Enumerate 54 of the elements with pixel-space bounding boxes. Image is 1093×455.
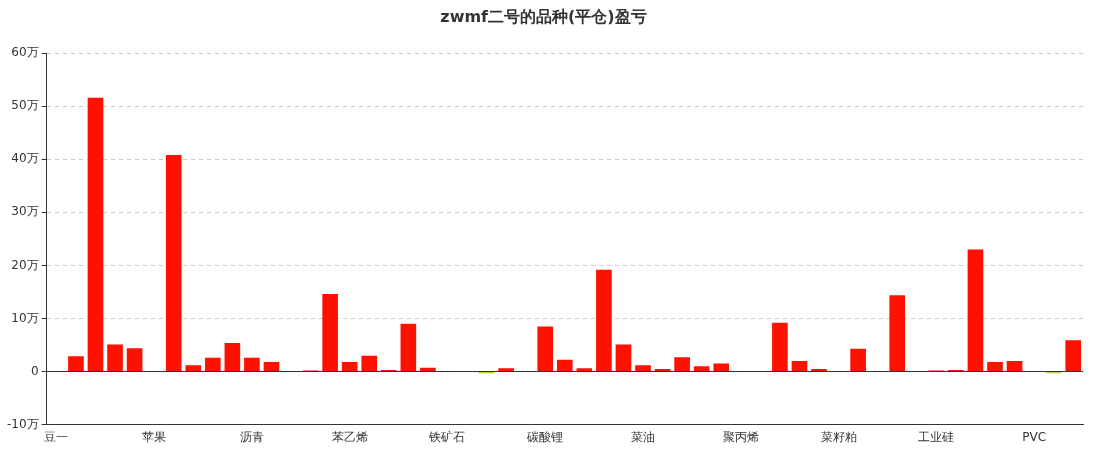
x-tick-label: 工业硅 [918, 429, 955, 444]
bar [674, 357, 690, 372]
bar [126, 348, 143, 372]
bar [791, 360, 808, 372]
x-tick-label: 聚丙烯 [722, 429, 759, 444]
x-tick-label: 苹果 [142, 429, 167, 444]
bar [107, 344, 123, 372]
bar [772, 322, 788, 372]
bar [185, 365, 202, 372]
y-tick-label: 40万 [11, 151, 39, 166]
bar [811, 368, 827, 372]
bar [615, 344, 632, 372]
x-tick-label: 碳酸锂 [526, 429, 564, 444]
y-tick-label: 60万 [11, 45, 39, 60]
bar [537, 326, 554, 372]
x-tick-label: 菜籽粕 [820, 429, 857, 444]
bar [1065, 340, 1082, 372]
bar [224, 342, 241, 372]
bar [361, 355, 378, 372]
y-tick-label: 10万 [11, 310, 39, 325]
bar [263, 361, 280, 372]
bar [693, 366, 710, 372]
bar [420, 367, 436, 372]
bar [967, 249, 984, 372]
bar [322, 294, 338, 372]
bar [635, 365, 651, 372]
bar [850, 348, 866, 372]
x-tick-label: 沥青 [239, 429, 264, 444]
bar [713, 363, 730, 372]
chart-title: zwmf二号的品种(平仓)盈亏 [440, 6, 647, 26]
bar [576, 368, 593, 372]
bar [1006, 360, 1023, 372]
bar [68, 356, 84, 372]
x-tick-label: 苯乙烯 [331, 429, 368, 444]
x-tick-label: 菜油 [631, 429, 656, 444]
bar [498, 368, 514, 372]
y-tick-label: 50万 [11, 98, 39, 113]
y-tick-label: 0 [30, 363, 39, 378]
bar [165, 155, 182, 372]
bar [596, 269, 612, 372]
x-tick-label: 豆一 [44, 429, 69, 444]
bar [556, 359, 573, 372]
y-tick-label: -10万 [6, 416, 39, 431]
bar [204, 357, 221, 372]
bar [341, 361, 358, 372]
bar [400, 323, 417, 372]
y-tick-label: 30万 [11, 204, 39, 219]
x-tick-label: PVC [1022, 429, 1047, 444]
x-tick-label: 铁矿石 [428, 429, 466, 444]
bar [987, 361, 1003, 372]
bar [87, 97, 104, 372]
bar [889, 295, 906, 372]
y-tick-label: 20万 [11, 257, 39, 272]
bar [244, 357, 260, 372]
